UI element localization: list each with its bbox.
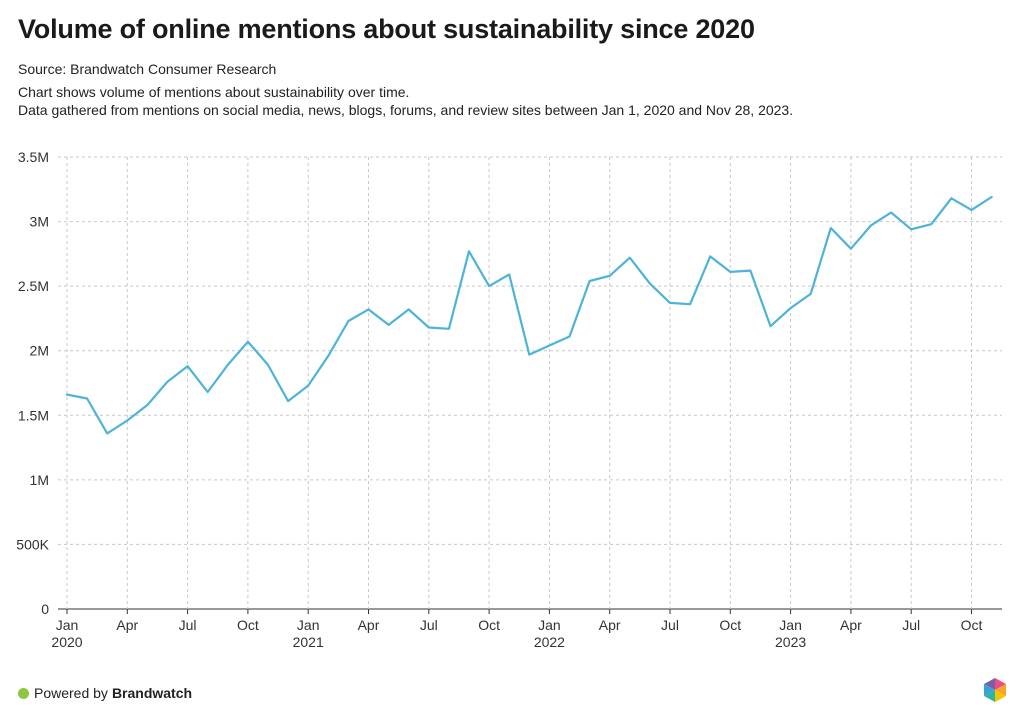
y-tick-label: 3M bbox=[30, 214, 49, 230]
x-tick-label: Jan bbox=[538, 617, 561, 633]
x-year-label: 2020 bbox=[51, 634, 82, 650]
brandwatch-hexagon-logo-icon bbox=[984, 678, 1006, 702]
x-tick-label: Jan bbox=[297, 617, 320, 633]
x-tick-label: Oct bbox=[478, 617, 500, 633]
y-tick-label: 2M bbox=[30, 343, 49, 359]
x-tick-label: Jan bbox=[56, 617, 79, 633]
x-tick-label: Apr bbox=[840, 617, 862, 633]
brand-dot-icon bbox=[18, 687, 29, 699]
y-axis: 0 500K 1M 1.5M 2M 2.5M 3M 3.5M bbox=[16, 149, 49, 617]
y-tick-label: 1M bbox=[30, 472, 49, 488]
chart-source: Source: Brandwatch Consumer Research bbox=[18, 61, 277, 77]
x-year-label: 2023 bbox=[775, 634, 806, 650]
brand-name: Brandwatch bbox=[111, 685, 193, 701]
chart-description-line-2: Data gathered from mentions on social me… bbox=[18, 102, 794, 118]
x-tick-label: Jul bbox=[902, 617, 920, 633]
x-tick-label: Oct bbox=[719, 617, 741, 633]
powered-by-label: Powered by bbox=[34, 685, 108, 701]
chart-title: Volume of online mentions about sustaina… bbox=[18, 14, 755, 44]
x-tick-label: Oct bbox=[961, 617, 983, 633]
x-year-label: 2022 bbox=[534, 634, 565, 650]
series-line bbox=[65, 195, 993, 435]
y-tick-label: 3.5M bbox=[18, 149, 49, 165]
y-tick-label: 0 bbox=[41, 601, 49, 617]
x-tick-label: Jul bbox=[179, 617, 197, 633]
y-tick-label: 500K bbox=[16, 536, 49, 552]
y-tick-label: 2.5M bbox=[18, 278, 49, 294]
x-tick-label: Apr bbox=[599, 617, 621, 633]
x-tick-label: Jan bbox=[779, 617, 802, 633]
x-year-label: 2021 bbox=[293, 634, 324, 650]
y-tick-label: 1.5M bbox=[18, 407, 49, 423]
x-tick-label: Jul bbox=[661, 617, 679, 633]
x-tick-label: Apr bbox=[116, 617, 138, 633]
chart-description-line-1: Chart shows volume of mentions about sus… bbox=[18, 84, 410, 100]
footer: Powered by Brandwatch bbox=[18, 685, 192, 701]
x-tick-label: Apr bbox=[358, 617, 380, 633]
grid-lines bbox=[58, 156, 1002, 614]
x-tick-label: Oct bbox=[237, 617, 259, 633]
x-tick-label: Jul bbox=[420, 617, 438, 633]
series-layer bbox=[65, 195, 993, 435]
